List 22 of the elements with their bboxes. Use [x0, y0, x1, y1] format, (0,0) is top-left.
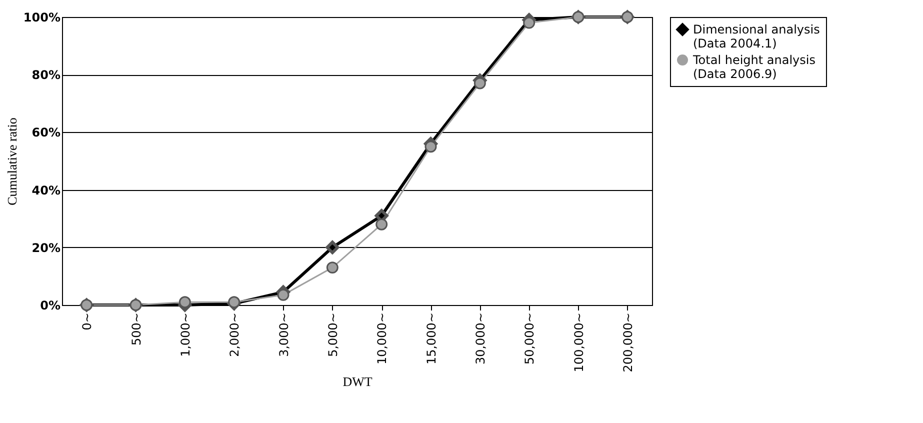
y-tick-label: 20%	[32, 240, 60, 255]
y-tick-label: 60%	[32, 126, 60, 140]
y-tick-label: 100%	[23, 10, 60, 24]
x-tick-label: 0~	[80, 312, 94, 330]
x-tick-label: 200,000~	[620, 312, 635, 372]
x-tick-label: 500~	[129, 312, 144, 346]
x-tick-label: 5,000~	[326, 312, 340, 357]
x-tick-label: 2,000~	[228, 312, 242, 357]
y-tick-label: 0%	[40, 298, 60, 312]
x-tick-label: 15,000~	[424, 312, 438, 365]
x-tick-label: 3,000~	[276, 312, 291, 357]
y-axis-title: Cumulative ratio	[4, 118, 20, 206]
x-tick-label: 30,000~	[473, 312, 488, 365]
y-tick-label: 40%	[32, 183, 60, 198]
x-tick-label: 10,000~	[375, 312, 390, 365]
y-tick-label: 80%	[32, 68, 60, 82]
x-axis-title: DWT	[342, 374, 372, 390]
legend-label: Dimensional analysis (Data 2004.1)	[693, 22, 820, 50]
legend-label: Total height analysis (Data 2006.9)	[692, 53, 816, 81]
x-tick-label: 1,000~	[178, 312, 192, 357]
x-tick-label: 50,000~	[522, 312, 537, 365]
x-tick-label: 100,000~	[572, 312, 586, 372]
